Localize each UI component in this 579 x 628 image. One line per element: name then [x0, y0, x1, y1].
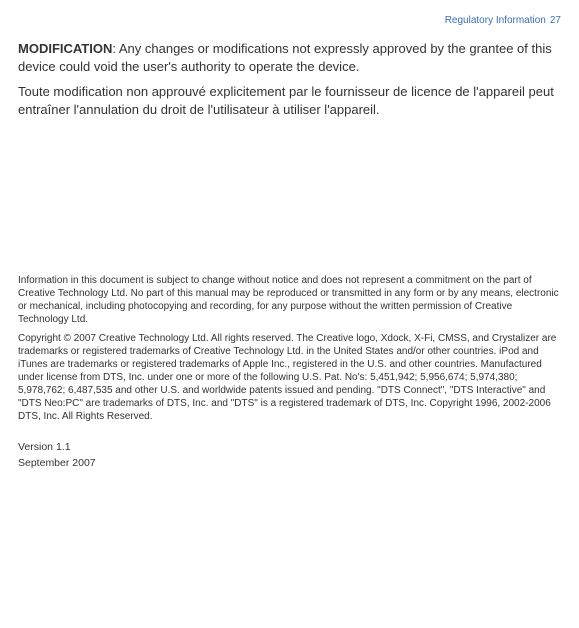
modification-fr: Toute modification non approuvé explicit… [18, 83, 561, 118]
version-number: Version 1.1 [18, 441, 561, 453]
section-title: Regulatory Information [445, 15, 546, 26]
page-number: 27 [550, 15, 561, 26]
copyright-text: Copyright © 2007 Creative Technology Ltd… [18, 332, 561, 423]
version-date: September 2007 [18, 457, 561, 469]
modification-label: MODIFICATION [18, 41, 112, 56]
disclaimer-text: Information in this document is subject … [18, 274, 561, 326]
body-content: MODIFICATION: Any changes or modificatio… [18, 40, 561, 118]
spacer [18, 126, 561, 274]
modification-en: MODIFICATION: Any changes or modificatio… [18, 40, 561, 75]
version-block: Version 1.1 September 2007 [18, 441, 561, 469]
page-header: Regulatory Information 27 [18, 10, 561, 28]
fine-print-block: Information in this document is subject … [18, 274, 561, 423]
